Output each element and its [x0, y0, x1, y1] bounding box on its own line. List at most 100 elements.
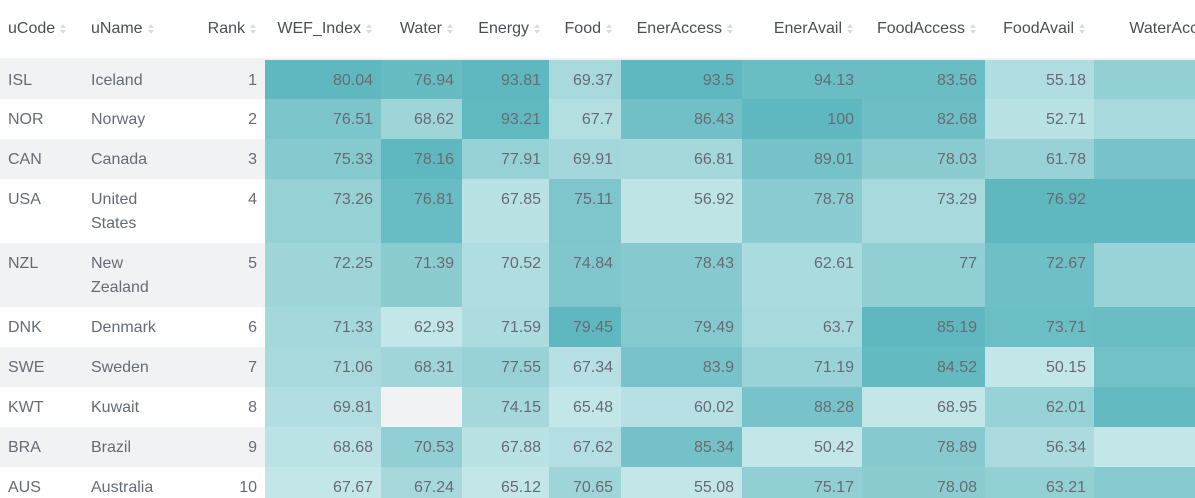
cell-uname: Sweden — [83, 347, 183, 387]
cell-rank: 1 — [183, 59, 265, 99]
cell-uname: New Zealand — [83, 243, 183, 307]
cell-uname: Brazil — [83, 427, 183, 467]
cell-ucode: NZL — [0, 243, 83, 307]
cell-wef-index: 67.67 — [265, 467, 381, 498]
cell-wef-index: 68.68 — [265, 427, 381, 467]
table-row[interactable]: CAN Canada 3 75.33 78.16 77.91 69.91 66.81 89.01… — [0, 139, 1195, 179]
table-row[interactable]: BRA Brazil 9 68.68 70.53 67.88 67.62 85.34 50.42… — [0, 427, 1195, 467]
cell-ucode: DNK — [0, 307, 83, 347]
cell-eneraccess: 55.08 — [621, 467, 742, 498]
table-row[interactable]: NZL New Zealand 5 72.25 71.39 70.52 74.84 78.43… — [0, 243, 1195, 307]
cell-uname: Kuwait — [83, 387, 183, 427]
cell-wateraccess: 80.3 — [1094, 243, 1195, 307]
cell-water: 78.16 — [381, 139, 462, 179]
cell-wateraccess: 92.7 — [1094, 347, 1195, 387]
table-row[interactable]: ISL Iceland 1 80.04 76.94 93.81 69.37 93.5 94.13… — [0, 59, 1195, 99]
cell-wateraccess: 91.0 — [1094, 139, 1195, 179]
table-row[interactable]: NOR Norway 2 76.51 68.62 93.21 67.7 86.43 100 82.… — [0, 99, 1195, 139]
column-header-label: EnerAvail — [773, 20, 842, 37]
column-header-label: Rank — [207, 20, 245, 37]
column-header-eneravail[interactable]: EnerAvail — [742, 0, 862, 60]
cell-energy: 65.12 — [462, 467, 549, 498]
cell-rank: 8 — [183, 387, 265, 427]
cell-energy: 74.15 — [462, 387, 549, 427]
cell-foodaccess: 78.89 — [862, 427, 985, 467]
cell-water: 76.94 — [381, 59, 462, 99]
cell-uname: Iceland — [83, 59, 183, 99]
sort-icon[interactable] — [726, 23, 734, 35]
cell-eneraccess: 56.92 — [621, 179, 742, 243]
table-row[interactable]: KWT Kuwait 8 69.81 74.15 65.48 60.02 88.28 68.95… — [0, 387, 1195, 427]
sort-icon[interactable] — [846, 23, 854, 35]
cell-eneravail: 75.17 — [742, 467, 862, 498]
column-header-label: WaterAccess — [1129, 20, 1195, 37]
table-row[interactable]: AUS Australia 10 67.67 67.24 65.12 70.65 55.08 7… — [0, 467, 1195, 498]
column-header-energy[interactable]: Energy — [462, 0, 549, 60]
cell-ucode: USA — [0, 179, 83, 243]
table-row[interactable]: DNK Denmark 6 71.33 62.93 71.59 79.45 79.49 63.7… — [0, 307, 1195, 347]
sort-icon[interactable] — [605, 23, 613, 35]
sort-icon[interactable] — [446, 23, 454, 35]
column-header-eneraccess[interactable]: EnerAccess — [621, 0, 742, 60]
cell-foodaccess: 82.68 — [862, 99, 985, 139]
cell-eneraccess: 85.34 — [621, 427, 742, 467]
cell-wateraccess: 98.9 — [1094, 179, 1195, 243]
cell-wateraccess: 75.5 — [1094, 99, 1195, 139]
column-header-foodavail[interactable]: FoodAvail — [985, 0, 1094, 60]
table-row[interactable]: USA United States 4 73.26 76.81 67.85 75.11 56.… — [0, 179, 1195, 243]
cell-rank: 9 — [183, 427, 265, 467]
cell-food: 65.48 — [549, 387, 621, 427]
column-header-label: Water — [399, 20, 442, 37]
column-header-wateraccess[interactable]: WaterAccess — [1094, 0, 1195, 60]
column-header-food[interactable]: Food — [549, 0, 621, 60]
cell-energy: 67.88 — [462, 427, 549, 467]
cell-wateraccess: 86.2 — [1094, 467, 1195, 498]
table-row[interactable]: SWE Sweden 7 71.06 68.31 77.55 67.34 83.9 71.19 8… — [0, 347, 1195, 387]
sort-icon[interactable] — [59, 23, 67, 35]
cell-wef-index: 80.04 — [265, 59, 381, 99]
cell-wef-index: 71.33 — [265, 307, 381, 347]
cell-food: 69.91 — [549, 139, 621, 179]
cell-wef-index: 75.33 — [265, 139, 381, 179]
column-header-wef-index[interactable]: WEF_Index — [265, 0, 381, 60]
column-header-ucode[interactable]: uCode — [0, 0, 83, 60]
cell-rank: 4 — [183, 179, 265, 243]
cell-energy: 71.59 — [462, 307, 549, 347]
sort-icon[interactable] — [1078, 23, 1086, 35]
cell-eneraccess: 78.43 — [621, 243, 742, 307]
cell-eneravail: 50.42 — [742, 427, 862, 467]
cell-uname: Australia — [83, 467, 183, 498]
cell-ucode: SWE — [0, 347, 83, 387]
column-header-foodaccess[interactable]: FoodAccess — [862, 0, 985, 60]
cell-ucode: CAN — [0, 139, 83, 179]
sort-icon[interactable] — [365, 23, 373, 35]
cell-eneravail: 62.61 — [742, 243, 862, 307]
cell-ucode: NOR — [0, 99, 83, 139]
cell-eneravail: 89.01 — [742, 139, 862, 179]
cell-foodavail: 62.01 — [985, 387, 1094, 427]
cell-energy: 77.55 — [462, 347, 549, 387]
column-header-rank[interactable]: Rank — [183, 0, 265, 60]
cell-food: 67.7 — [549, 99, 621, 139]
cell-foodaccess: 77 — [862, 243, 985, 307]
cell-foodavail: 52.71 — [985, 99, 1094, 139]
cell-foodaccess: 85.19 — [862, 307, 985, 347]
sort-icon[interactable] — [969, 23, 977, 35]
column-header-label: WEF_Index — [277, 20, 361, 37]
cell-foodavail: 73.71 — [985, 307, 1094, 347]
cell-water: 71.39 — [381, 243, 462, 307]
cell-wef-index: 72.25 — [265, 243, 381, 307]
cell-eneravail: 100 — [742, 99, 862, 139]
cell-rank: 3 — [183, 139, 265, 179]
column-header-uname[interactable]: uName — [83, 0, 183, 60]
cell-eneraccess: 60.02 — [621, 387, 742, 427]
sort-icon[interactable] — [249, 23, 257, 35]
cell-eneraccess: 86.43 — [621, 99, 742, 139]
cell-uname: Norway — [83, 99, 183, 139]
sort-icon[interactable] — [147, 23, 155, 35]
cell-energy: 93.21 — [462, 99, 549, 139]
column-header-water[interactable]: Water — [381, 0, 462, 60]
cell-ucode: AUS — [0, 467, 83, 498]
cell-foodavail: 61.78 — [985, 139, 1094, 179]
sort-icon[interactable] — [533, 23, 541, 35]
